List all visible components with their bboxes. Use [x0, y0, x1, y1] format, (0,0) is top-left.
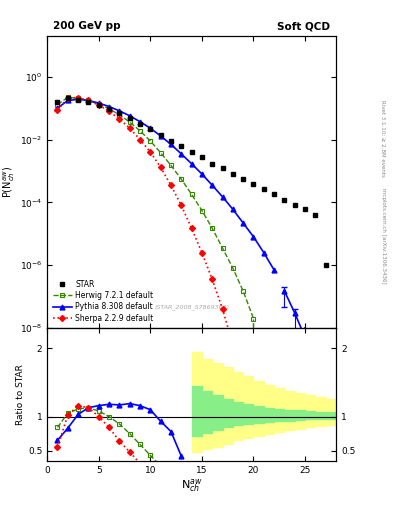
- Text: Rivet 3.1.10; ≥ 2.8M events: Rivet 3.1.10; ≥ 2.8M events: [381, 100, 386, 177]
- Y-axis label: P(N$_{ch}^{aw}$): P(N$_{ch}^{aw}$): [2, 166, 17, 198]
- Text: 200 GeV pp: 200 GeV pp: [53, 22, 121, 31]
- Y-axis label: Ratio to STAR: Ratio to STAR: [16, 364, 25, 425]
- Text: (STAR_2008_S7869363): (STAR_2008_S7869363): [154, 305, 229, 310]
- Text: mcplots.cern.ch [arXiv:1306.3436]: mcplots.cern.ch [arXiv:1306.3436]: [381, 188, 386, 283]
- Legend: STAR, Herwig 7.2.1 default, Pythia 8.308 default, Sherpa 2.2.9 default: STAR, Herwig 7.2.1 default, Pythia 8.308…: [51, 278, 155, 324]
- Text: Soft QCD: Soft QCD: [277, 22, 330, 31]
- X-axis label: N$_{ch}^{aw}$: N$_{ch}^{aw}$: [181, 477, 202, 495]
